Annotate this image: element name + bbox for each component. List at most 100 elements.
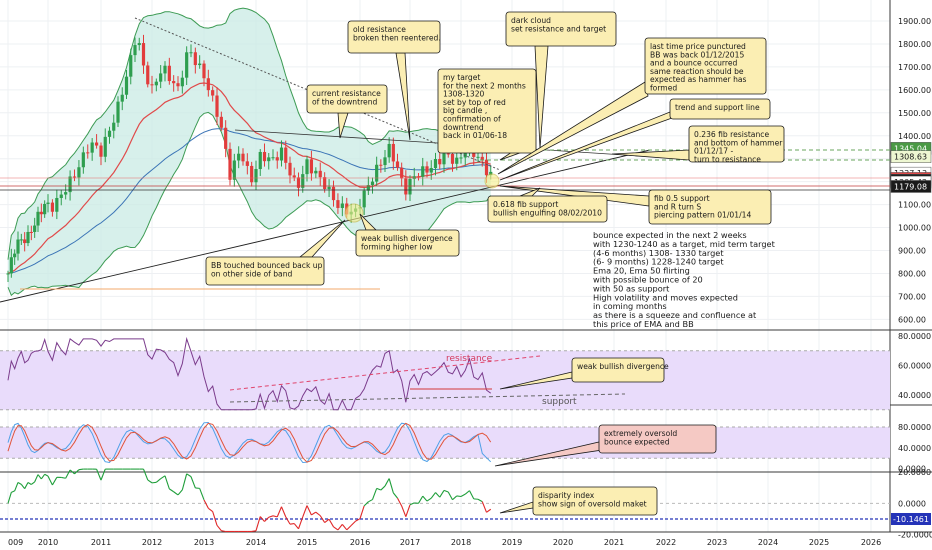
disparity-seg-109 (464, 490, 470, 495)
candle-body-102 (433, 158, 438, 169)
disparity-seg-106 (452, 495, 458, 501)
note-fib-5-line-0: fib 0.5 support (654, 194, 710, 203)
disparity-seg-6 (27, 482, 32, 485)
note-trend-support-line-0: trend and support line (675, 103, 760, 112)
time-tick-3: 2012 (142, 538, 162, 547)
price-tick-5: 1400.00 (898, 132, 931, 141)
disparity-seg-36 (151, 481, 157, 484)
disparity-seg-50 (212, 511, 218, 526)
candle-body-14 (55, 197, 59, 212)
candle-body-22 (90, 142, 94, 153)
note-dark-cloud-line-0: dark cloud (511, 16, 551, 25)
note-last-time-line-1: BB was back 01/12/2015 (650, 50, 744, 59)
time-tick-13: 2022 (656, 538, 676, 547)
note-last-time-line-4: expected as hammer has (650, 75, 747, 84)
candle-body-19 (77, 167, 81, 178)
price-tag-6: 1179.08 (894, 182, 927, 191)
disparity-seg-3 (17, 482, 22, 485)
disparity-seg-69 (293, 523, 299, 530)
disparity-seg-113 (481, 501, 488, 513)
price-tick-2: 1700.00 (898, 63, 931, 72)
candle-body-57 (241, 153, 245, 162)
candle-body-16 (64, 192, 68, 195)
candle-body-67 (284, 147, 288, 163)
time-tick-10: 2019 (502, 538, 522, 547)
disparity-seg-93 (397, 497, 403, 507)
price-tag-1: 1308.63 (894, 153, 927, 162)
candle-body-52 (219, 116, 223, 128)
candle-body-13 (50, 202, 55, 212)
rsi-tick-1: 60.0000 (898, 362, 931, 371)
candle-body-74 (314, 170, 318, 174)
time-tick-11: 2020 (553, 538, 573, 547)
disparity-seg-17 (69, 469, 75, 475)
candle-body-32 (133, 45, 137, 56)
disparity-tick-0: 20.0000 (898, 468, 931, 477)
candle-body-2 (13, 253, 17, 258)
note-fib-618-box (487, 195, 608, 223)
candle-body-11 (43, 203, 47, 215)
candle-body-112 (476, 156, 480, 158)
bb-touch-highlight (344, 203, 364, 223)
disparity-seg-112 (477, 498, 483, 503)
rsi-pane[interactable]: resistance support (0, 336, 890, 411)
disparity-seg-92 (392, 492, 398, 499)
candle-body-8 (33, 225, 37, 232)
candle-body-31 (129, 55, 133, 77)
disparity-seg-42 (177, 489, 183, 496)
disparity-seg-18 (74, 469, 80, 475)
note-fib-236-line-0: 0.236 fib resistance (694, 130, 769, 139)
candle-body-29 (120, 94, 124, 102)
candle-body-71 (301, 174, 305, 188)
price-tick-12: 600.00 (898, 315, 926, 324)
note-fib-5-line-1: and R turn S (654, 202, 701, 211)
note-disparity-line-1: show sign of oversold maket (538, 499, 647, 508)
disparity-seg-85 (363, 501, 369, 507)
note-dark-cloud-box (505, 11, 617, 47)
candle-body-62 (262, 151, 267, 162)
disparity-tick-1: 0.0000 (898, 499, 926, 508)
disparity-seg-110 (469, 490, 475, 500)
candle-body-115 (489, 171, 493, 176)
note-weak-bullish-line-1: forming higher low (361, 242, 433, 251)
disparity-seg-10 (40, 473, 46, 480)
outlook-line-4: Ema 20, Ema 50 flirting (593, 266, 690, 276)
note-last-time-line-0: last time price punctured (650, 42, 746, 51)
outlook-line-8: in coming months (593, 301, 667, 311)
candle-body-86 (366, 185, 370, 191)
disparity-seg-7 (30, 481, 36, 485)
note-my-target-line-6: downtrend (443, 123, 484, 132)
candle-body-28 (116, 101, 120, 123)
note-fib-5-line-2: piercing pattern 01/01/14 (654, 211, 751, 220)
disparity-seg-41 (173, 491, 179, 496)
note-rsi-divergence-box (571, 357, 665, 383)
disparity-seg-76 (324, 518, 330, 524)
note-old-resistance-line-0: old resistance (353, 25, 406, 34)
price-axis[interactable]: 1900.00 1800.00 1700.00 1600.00 1500.00 1400.… (890, 17, 932, 540)
price-tick-7: 1100.00 (898, 201, 931, 210)
disparity-seg-86 (368, 499, 373, 503)
time-axis[interactable]: 009 2010 2011 2012 2013 2014 2015 2016 2017 2018 2… (8, 538, 881, 547)
candle-body-56 (237, 153, 241, 161)
time-tick-6: 2015 (297, 538, 317, 547)
disparity-seg-88 (376, 487, 382, 491)
stochastic-pane[interactable] (0, 421, 890, 464)
outlook-line-7: High volatility and moves expected (593, 292, 738, 302)
price-tag-box-1 (890, 150, 932, 163)
disparity-seg-77 (328, 518, 334, 528)
disparity-seg-104 (443, 489, 449, 493)
candle-body-100 (425, 166, 429, 173)
candle-body-21 (86, 152, 90, 154)
candle-body-92 (391, 143, 395, 162)
candle-body-42 (176, 83, 180, 87)
time-tick-15: 2024 (758, 538, 778, 547)
outlook-line-10: this price of EMA and BB (593, 319, 694, 329)
candle-body-17 (68, 176, 72, 193)
candle-body-44 (185, 52, 189, 78)
disparity-index-pane[interactable] (0, 468, 890, 533)
rsi-support-label: support (542, 397, 577, 407)
disparity-seg-19 (78, 468, 84, 471)
candle-body-0 (6, 273, 10, 275)
candle-body-15 (59, 194, 63, 198)
